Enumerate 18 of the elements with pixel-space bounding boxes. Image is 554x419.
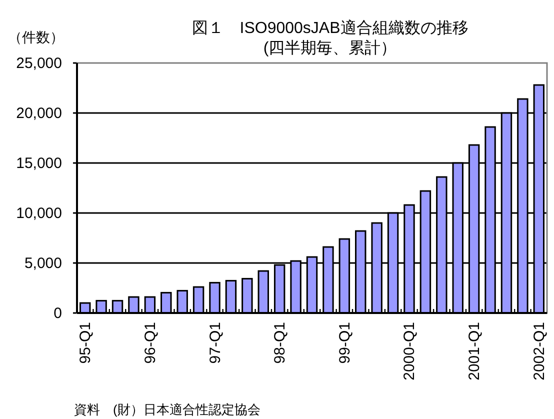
x-tick-label: 96-Q1 [142, 322, 159, 364]
y-tick-label: 25,000 [16, 55, 62, 72]
text: 資料 (財）日本適合性認定協会 [74, 402, 260, 417]
x-tick-label: 97-Q1 [206, 322, 224, 364]
y-tick-label: 10,000 [16, 205, 62, 222]
x-tick-label: 2000-Q1 [401, 322, 418, 380]
chart-title: 図１ ISO9000sJAB適合組織数の推移 [192, 19, 468, 37]
x-tick-label: 99-Q1 [336, 322, 354, 364]
y-tick-label: 15,000 [16, 155, 62, 172]
y-axis-title: （件数） [8, 29, 64, 45]
x-tick-label: 2002-Q1 [530, 322, 548, 380]
y-tick-label: 5,000 [24, 255, 62, 272]
y-tick-label: 20,000 [16, 105, 62, 122]
x-tick-label: 2001-Q1 [466, 322, 484, 380]
y-tick-label: 0 [54, 305, 62, 322]
x-tick-label: 95-Q1 [77, 322, 94, 364]
chart-subtitle: (四半期毎、累計） [263, 39, 397, 57]
x-tick-label: 98-Q1 [272, 322, 289, 364]
